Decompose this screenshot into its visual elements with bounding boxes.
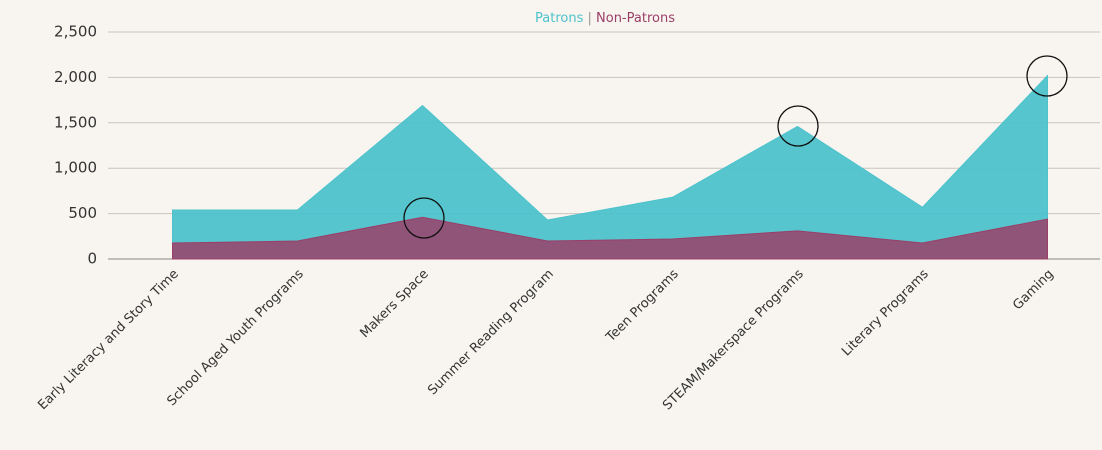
- highlight-circle: [403, 197, 445, 239]
- area: [172, 216, 1048, 260]
- area: [172, 74, 1048, 260]
- legend-entry: Non-Patrons: [596, 11, 675, 26]
- y-tick-label: 2,000: [54, 68, 97, 86]
- y-tick-label: 1,500: [54, 113, 97, 131]
- y-tick-label: 500: [68, 204, 97, 222]
- y-tick-label: 2,500: [54, 23, 97, 41]
- legend-separator: |: [583, 11, 596, 26]
- legend: Patrons | Non-Patrons: [535, 11, 675, 26]
- highlight-circle: [777, 105, 819, 147]
- y-tick-label: 1,000: [54, 159, 97, 177]
- legend-entry: Patrons: [535, 11, 584, 26]
- y-tick-label: 0: [87, 250, 97, 268]
- highlight-circle: [1026, 55, 1068, 97]
